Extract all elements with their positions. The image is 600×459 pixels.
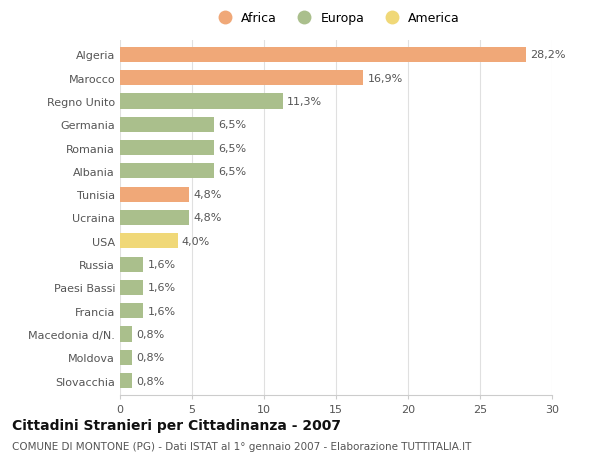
Text: 11,3%: 11,3%	[287, 97, 322, 107]
Text: 1,6%: 1,6%	[148, 283, 175, 293]
Bar	[120, 187, 189, 202]
Text: 16,9%: 16,9%	[368, 73, 403, 84]
Bar	[120, 94, 283, 109]
Bar	[120, 257, 143, 272]
Bar	[120, 211, 189, 225]
Bar	[120, 48, 526, 63]
Text: 28,2%: 28,2%	[530, 50, 566, 60]
Bar	[120, 141, 214, 156]
Text: Cittadini Stranieri per Cittadinanza - 2007: Cittadini Stranieri per Cittadinanza - 2…	[12, 418, 341, 431]
Text: 1,6%: 1,6%	[148, 259, 175, 269]
Bar	[120, 280, 143, 295]
Text: 0,8%: 0,8%	[136, 329, 164, 339]
Bar	[120, 118, 214, 133]
Bar	[120, 303, 143, 319]
Text: 6,5%: 6,5%	[218, 167, 246, 177]
Text: 4,8%: 4,8%	[193, 190, 222, 200]
Text: 1,6%: 1,6%	[148, 306, 175, 316]
Text: 4,0%: 4,0%	[182, 236, 210, 246]
Bar	[120, 350, 131, 365]
Bar	[120, 71, 364, 86]
Text: 6,5%: 6,5%	[218, 120, 246, 130]
Text: 0,8%: 0,8%	[136, 353, 164, 363]
Bar	[120, 373, 131, 388]
Text: 6,5%: 6,5%	[218, 143, 246, 153]
Text: COMUNE DI MONTONE (PG) - Dati ISTAT al 1° gennaio 2007 - Elaborazione TUTTITALIA: COMUNE DI MONTONE (PG) - Dati ISTAT al 1…	[12, 441, 472, 451]
Bar	[120, 164, 214, 179]
Bar	[120, 327, 131, 342]
Legend: Africa, Europa, America: Africa, Europa, America	[212, 12, 460, 25]
Bar	[120, 234, 178, 249]
Text: 4,8%: 4,8%	[193, 213, 222, 223]
Text: 0,8%: 0,8%	[136, 376, 164, 386]
